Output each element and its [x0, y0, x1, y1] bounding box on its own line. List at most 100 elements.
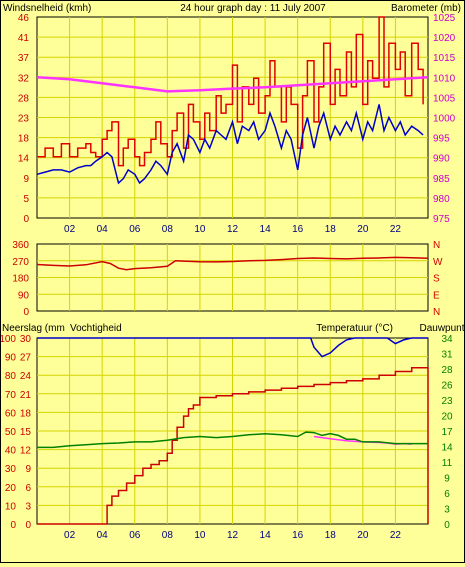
- barometer-y-tick-975: 975: [433, 214, 450, 225]
- wind-panel-x-tick-10: 10: [194, 224, 206, 235]
- direction-y2-tick-E: E: [433, 290, 440, 301]
- direction-y2-tick-W: W: [433, 257, 443, 268]
- rain-series: [37, 367, 429, 525]
- temperature-y-tick-9: 9: [444, 474, 450, 485]
- rain-axis-title: Neerslag (mm: [2, 323, 65, 334]
- direction-y2-tick-N: N: [433, 240, 440, 251]
- wind-panel-x-tick-06: 06: [129, 224, 141, 235]
- rain-panel-x-tick-22: 22: [390, 530, 402, 541]
- rain-y-tick-15: 15: [20, 427, 32, 438]
- rain-panel-x-tick-10: 10: [194, 530, 206, 541]
- wind-panel-x-tick-20: 20: [357, 224, 369, 235]
- humidity-y-tick-20: 20: [5, 483, 17, 494]
- rain-y-tick-21: 21: [20, 390, 32, 401]
- barometer-y-tick-995: 995: [433, 134, 450, 145]
- barometer-y-tick-1000: 1000: [433, 114, 456, 125]
- rain-panel-x-tick-20: 20: [357, 530, 369, 541]
- temperature-y-tick-31: 31: [441, 350, 453, 361]
- wind-panel-x-tick-18: 18: [325, 224, 337, 235]
- rain-panel-x-tick-06: 06: [129, 530, 141, 541]
- wind-y-tick-28: 28: [18, 93, 30, 104]
- dewpoint-axis-title: Dauwpunt: [419, 323, 464, 334]
- wind-y-tick-14: 14: [18, 154, 30, 165]
- barometer-axis-title: Barometer (mb): [391, 3, 461, 14]
- humidity-y-tick-10: 10: [5, 501, 17, 512]
- chart-title: 24 hour graph day : 11 July 2007: [180, 3, 326, 14]
- humidity-y-tick-80: 80: [5, 371, 17, 382]
- rain-y-tick-30: 30: [20, 334, 32, 345]
- humidity-series: [37, 337, 428, 358]
- rain-panel-x-tick-16: 16: [292, 530, 304, 541]
- rain-panel-x-tick-12: 12: [227, 530, 239, 541]
- wind-axis-title: Windsnelheid (kmh): [3, 3, 91, 14]
- rain-y-tick-12: 12: [20, 446, 32, 457]
- barometer-y-tick-1020: 1020: [433, 33, 456, 44]
- humidity-y-tick-70: 70: [5, 390, 17, 401]
- wind-direction-series: [36, 256, 429, 271]
- barometer-y-tick-985: 985: [433, 174, 450, 185]
- wind-panel-x-tick-08: 08: [162, 224, 174, 235]
- rain-y-tick-9: 9: [25, 464, 31, 475]
- wind-y-tick-41: 41: [18, 33, 30, 44]
- direction-y-tick-90: 90: [18, 290, 30, 301]
- wind-y-tick-5: 5: [23, 194, 29, 205]
- humidity-y-tick-50: 50: [5, 427, 17, 438]
- barometer-y-tick-990: 990: [433, 154, 450, 165]
- wind-y-tick-32: 32: [18, 73, 30, 84]
- rain-panel-x-tick-18: 18: [325, 530, 337, 541]
- humidity-y-tick-60: 60: [5, 408, 17, 419]
- humidity-y-tick-30: 30: [5, 464, 17, 475]
- temperature-axis-title: Temperatuur (°C): [316, 323, 393, 334]
- rain-y-tick-27: 27: [20, 353, 32, 364]
- wind-average-series: [36, 104, 424, 185]
- direction-y2-tick-N: N: [433, 307, 440, 318]
- rain-y-tick-18: 18: [20, 408, 32, 419]
- wind-panel-x-tick-14: 14: [260, 224, 272, 235]
- barometer-y-tick-980: 980: [433, 194, 450, 205]
- barometer-y-tick-1010: 1010: [433, 73, 456, 84]
- temperature-y-tick-3: 3: [444, 505, 450, 516]
- direction-y-tick-360: 360: [12, 240, 29, 251]
- rain-panel-x-tick-14: 14: [260, 530, 272, 541]
- rain-y-tick-0: 0: [25, 520, 31, 531]
- barometer-series: [36, 76, 429, 93]
- wind-panel-x-tick-04: 04: [97, 224, 109, 235]
- temperature-y-tick-14: 14: [441, 443, 453, 454]
- direction-y-tick-270: 270: [12, 257, 29, 268]
- wind-y-tick-46: 46: [18, 13, 30, 24]
- wind-panel-x-tick-12: 12: [227, 224, 239, 235]
- wind-y-tick-0: 0: [23, 214, 29, 225]
- humidity-y-tick-100: 100: [1, 334, 16, 345]
- temperature-y-tick-34: 34: [441, 334, 453, 345]
- barometer-y-tick-1015: 1015: [433, 53, 456, 64]
- humidity-y-tick-0: 0: [10, 520, 16, 531]
- wind-panel-x-tick-22: 22: [390, 224, 402, 235]
- rain-panel-x-tick-04: 04: [97, 530, 109, 541]
- wind-gust-series: [37, 16, 424, 167]
- temperature-y-tick-11: 11: [442, 458, 453, 469]
- temperature-y-tick-17: 17: [441, 427, 453, 438]
- wind-y-tick-23: 23: [18, 114, 30, 125]
- humidity-y-tick-90: 90: [5, 353, 17, 364]
- wind-y-tick-37: 37: [18, 53, 30, 64]
- temperature-y-tick-0: 0: [444, 520, 450, 531]
- direction-y2-tick-S: S: [433, 274, 440, 285]
- barometer-y-tick-1025: 1025: [433, 13, 456, 24]
- temperature-y-tick-6: 6: [444, 489, 450, 500]
- wind-panel-x-tick-16: 16: [292, 224, 304, 235]
- rain-panel-x-tick-02: 02: [64, 530, 76, 541]
- rain-y-tick-3: 3: [25, 501, 31, 512]
- direction-y-tick-180: 180: [12, 274, 29, 285]
- rain-y-tick-24: 24: [20, 371, 32, 382]
- humidity-y-tick-40: 40: [5, 446, 17, 457]
- wind-y-tick-18: 18: [18, 134, 30, 145]
- temperature-series: [37, 431, 428, 449]
- temperature-y-tick-23: 23: [441, 396, 453, 407]
- barometer-y-tick-1005: 1005: [433, 93, 456, 104]
- wind-panel-x-tick-02: 02: [64, 224, 76, 235]
- humidity-axis-title: Vochtigheid: [70, 323, 122, 334]
- temperature-y-tick-28: 28: [441, 365, 453, 376]
- direction-y-tick-0: 0: [23, 307, 29, 318]
